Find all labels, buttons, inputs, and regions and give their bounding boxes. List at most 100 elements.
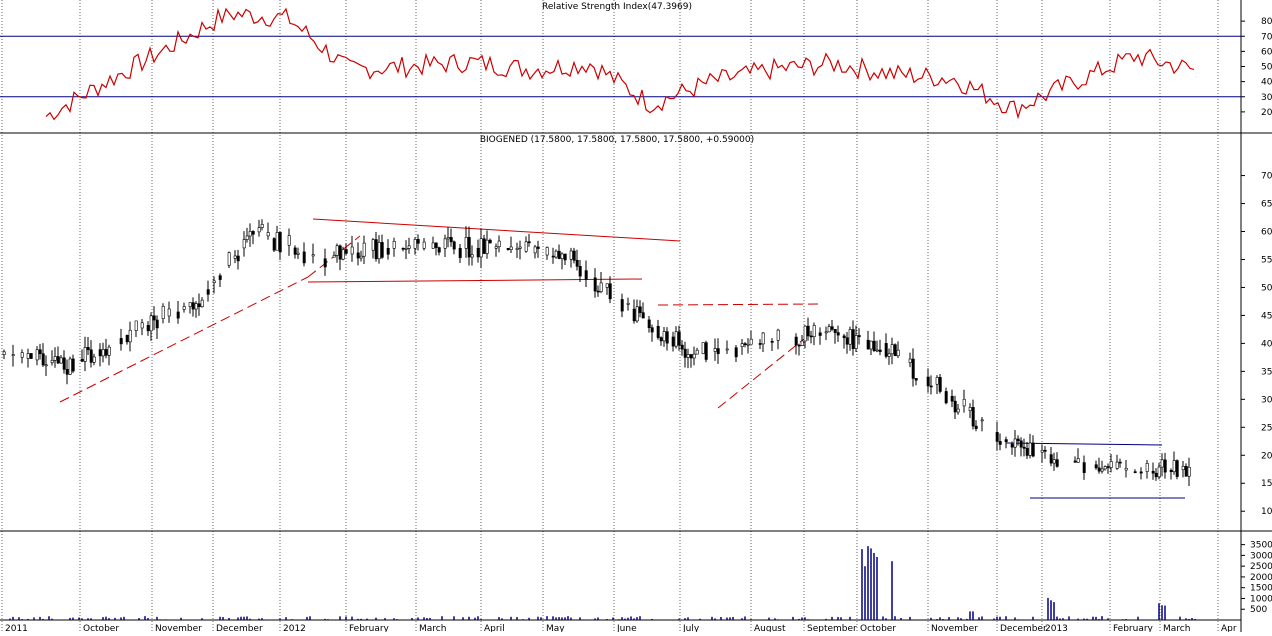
x-tick-label: October [83, 624, 119, 632]
candle-body [695, 349, 699, 355]
price-tick-label: 70 [1261, 172, 1272, 182]
candle-body [938, 377, 942, 392]
candle-body [596, 290, 600, 293]
candle-body [1043, 449, 1047, 452]
candle-body [245, 235, 249, 240]
candle-body [89, 349, 93, 363]
price-tick-label: 30 [1261, 395, 1272, 405]
candle-body [275, 232, 279, 251]
candle-body [845, 337, 849, 345]
candle-body [869, 340, 873, 350]
candle-body [464, 236, 468, 249]
volume-tick-label: 3500 [1250, 541, 1272, 551]
candle-body [545, 247, 549, 256]
candle-body [149, 315, 153, 332]
candle-body [725, 348, 729, 351]
candle-body [146, 325, 150, 332]
candle-body [20, 352, 24, 358]
candle-body [827, 326, 831, 333]
candle-body [797, 344, 801, 347]
candle-body [332, 255, 336, 258]
candle-body [62, 357, 66, 370]
candle-body [422, 241, 426, 249]
candle-body [1082, 462, 1086, 473]
candle-body [341, 249, 345, 260]
candle-body [446, 237, 450, 240]
rsi-tick-label: 30 [1261, 93, 1272, 103]
candle-body [194, 303, 198, 310]
candle-body [803, 325, 807, 342]
candle-body [689, 354, 693, 359]
candle-body [866, 339, 870, 350]
x-tick-label: February [1113, 624, 1154, 632]
candle-body [206, 289, 210, 295]
price-tick-label: 60 [1261, 228, 1272, 238]
candle-body [995, 432, 999, 442]
x-tick-label: September [807, 624, 857, 632]
candle-body [11, 354, 15, 356]
candle-body [191, 302, 195, 310]
candle-body [1052, 459, 1056, 464]
candle-body [776, 329, 780, 341]
candle-body [758, 343, 762, 345]
candle-body [533, 246, 537, 254]
candle-body [1124, 467, 1128, 471]
candle-body [296, 252, 300, 255]
candle-body [872, 340, 876, 352]
candle-body [218, 275, 222, 280]
candle-body [128, 329, 132, 343]
rsi-tick-label: 70 [1261, 32, 1272, 42]
candle-body [659, 337, 663, 342]
candle-body [536, 246, 540, 249]
candle-body [563, 253, 567, 261]
candle-body [1004, 439, 1008, 442]
candle-body [770, 341, 774, 343]
candle-body [59, 357, 63, 364]
price-tick-label: 10 [1261, 507, 1272, 517]
candle-body [293, 247, 297, 255]
x-tick-label: July [682, 624, 700, 632]
vertical-gridlines [1, 0, 1219, 632]
candle-body [416, 239, 420, 244]
candle-body [1160, 459, 1164, 468]
price-tick-label: 25 [1261, 423, 1272, 433]
candle-body [362, 242, 366, 257]
candle-body [44, 364, 48, 367]
candle-body [161, 305, 165, 319]
candle-body [476, 247, 480, 258]
candle-body [887, 353, 891, 357]
horizontal-support-line [307, 278, 643, 283]
candle-body [1118, 461, 1122, 464]
x-tick-label: December [1000, 624, 1047, 632]
candle-body [854, 335, 858, 349]
candle-body [377, 242, 381, 260]
price-bars [2, 219, 1191, 486]
candle-body [344, 249, 348, 254]
candle-body [338, 245, 342, 260]
candle-body [71, 358, 75, 372]
candle-body [953, 400, 957, 413]
price-tick-label: 20 [1261, 451, 1272, 461]
candle-body [482, 238, 486, 254]
volume-bars [3, 546, 1196, 620]
price-tick-label: 45 [1261, 311, 1272, 321]
candle-body [1049, 454, 1053, 464]
candle-body [680, 344, 684, 350]
candle-body [1073, 460, 1077, 463]
candle-body [1115, 461, 1119, 469]
candle-body [584, 270, 588, 280]
candle-body [974, 425, 978, 429]
candle-body [29, 353, 33, 359]
candle-body [1094, 464, 1098, 469]
uptrend-line-2011 [59, 276, 309, 403]
candle-body [968, 407, 972, 412]
candle-body [227, 252, 231, 266]
x-tick-label: November [931, 624, 978, 632]
rsi-tick-label: 20 [1261, 108, 1272, 118]
candle-body [1184, 465, 1188, 477]
candle-body [593, 277, 597, 292]
candle-body [407, 245, 411, 249]
